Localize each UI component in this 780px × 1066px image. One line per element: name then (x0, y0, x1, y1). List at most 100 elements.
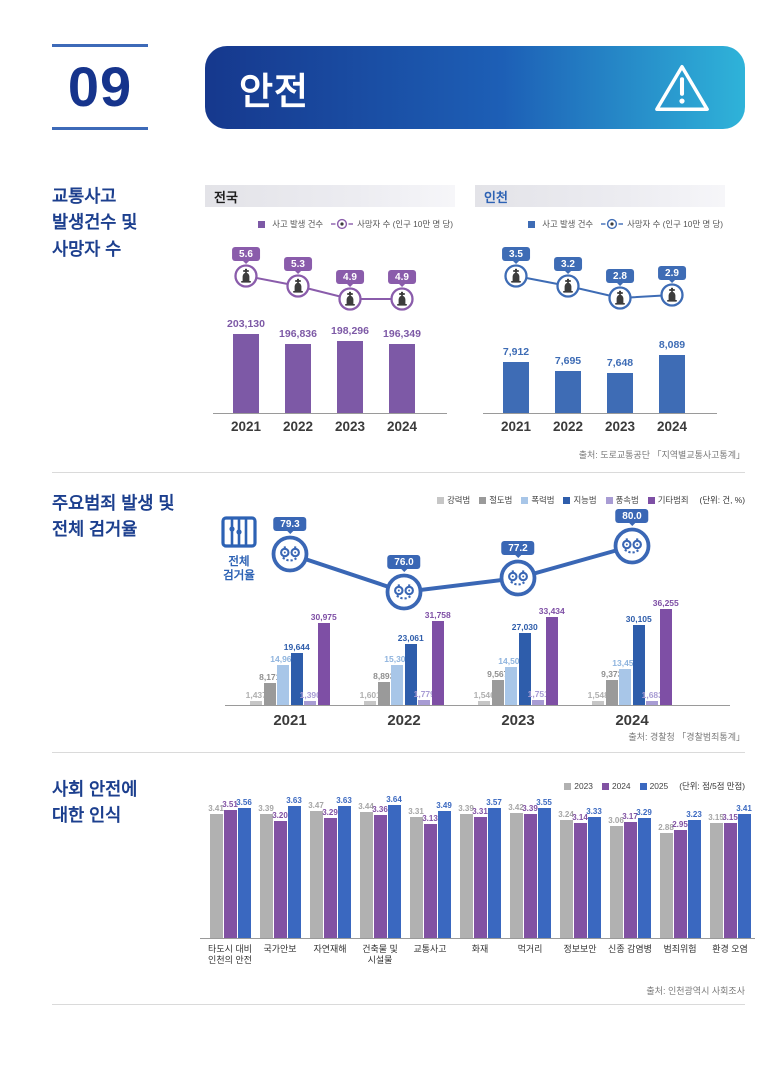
legend-item: 2025 (639, 781, 668, 791)
bar-value-label: 3.06 (608, 816, 624, 826)
bar (423, 823, 437, 938)
bar-value-label: 15,305 (384, 653, 411, 664)
line-marker (271, 535, 309, 573)
title-line: 사망자 수 (52, 238, 122, 259)
legend-label: 2024 (611, 781, 631, 791)
chart-perception: 3.41 3.51 3.56 타도시 대비 인천의 안전 3.39 3.20 3.63 국가안보… (195, 790, 765, 1000)
bar (659, 355, 685, 413)
page-title: 안전 (239, 70, 310, 112)
legend-label: 절도범 (489, 495, 513, 505)
year-label: 2022 (282, 419, 314, 434)
category-label-line: 정보보안 (563, 944, 597, 954)
line-marker (499, 559, 537, 597)
bar-value-label: 3.15 (722, 813, 738, 822)
handcuffs-icon (280, 546, 300, 562)
category-label-line: 국가안보 (263, 944, 297, 954)
bar (263, 683, 276, 705)
legend-item: 기타범죄 (647, 494, 689, 506)
bar-value-label: 3.31 (472, 807, 488, 817)
x-axis (200, 938, 755, 939)
bar (304, 701, 317, 705)
chart-traffic-national: 전국 사고 발생 건수 사망자 수 (인구 10만 명 당) 203,130 202… (205, 185, 455, 447)
line-marker (660, 283, 684, 307)
line-value-badge: 76.0 (387, 555, 421, 569)
category-label-line: 환경 오염 (712, 944, 748, 954)
bar-value-label: 3.57 (486, 797, 502, 807)
year-label: 2021 (273, 712, 307, 729)
crime-legend: 강력범 절도범 폭력범 지능범 풍속범 기타범죄 (단위: 건, %) (437, 494, 745, 506)
line-value-badge: 79.3 (273, 517, 307, 531)
category-label-line: 시설물 (367, 955, 393, 966)
line-value-badge: 77.2 (501, 541, 535, 555)
category-label: 타도시 대비 인천의 안전 (203, 944, 257, 967)
title-line: 사회 안전에 (52, 779, 138, 799)
bar (287, 805, 301, 938)
legend-swatch (563, 496, 571, 504)
category-label: 건축물 및 시설물 (353, 944, 407, 967)
bar (259, 814, 273, 938)
line-value-badge: 3.5 (502, 247, 530, 261)
bar-value-label: 3.33 (586, 806, 602, 816)
bar-value-label: 9,567 (487, 668, 509, 679)
bar (404, 643, 417, 705)
chart-title: 인천 (484, 189, 508, 205)
bar-value-label: 14,503 (498, 655, 525, 666)
decorative-line-top (52, 44, 148, 47)
bar (418, 700, 431, 705)
bar (592, 700, 605, 705)
line-marker (504, 264, 528, 288)
tombstone-icon (241, 268, 251, 283)
legend-label-accidents: 사고 발생 건수 (272, 219, 324, 229)
bar (532, 700, 545, 705)
bar-value-label: 1,779 (413, 689, 435, 700)
line-marker (390, 287, 414, 311)
chart-title: 전국 (214, 189, 238, 205)
bar (250, 701, 263, 705)
bar-value-label: 3.20 (272, 811, 288, 821)
bar-value-label: 3.39 (258, 804, 274, 814)
bar (209, 813, 223, 938)
bar (632, 625, 645, 705)
prison-bars-icon (221, 516, 257, 548)
legend-item: 지능범 (563, 494, 597, 506)
line-value-badge: 4.9 (336, 270, 364, 284)
bar (459, 814, 473, 938)
legend-swatch-accidents (528, 220, 536, 228)
category-label-line: 인천의 안전 (208, 955, 252, 966)
tombstone-icon (345, 291, 355, 306)
bar (273, 821, 287, 938)
bar (607, 373, 633, 413)
bar (559, 819, 573, 938)
bar-value-label: 3.13 (422, 813, 438, 823)
category-label: 정보보안 (553, 944, 607, 955)
line-value-badge: 2.9 (658, 266, 686, 280)
bar-value-label: 36,255 (652, 598, 679, 608)
section-divider (52, 472, 745, 473)
bar-value-label: 3.47 (308, 801, 324, 811)
bar (377, 681, 390, 705)
legend-item: 절도범 (479, 494, 512, 506)
bar-value-label: 3.17 (622, 812, 638, 822)
tombstone-icon (667, 287, 677, 302)
bar-value-label: 7,695 (554, 355, 582, 367)
line-marker (385, 573, 423, 611)
bar-value-label: 3.24 (558, 809, 574, 819)
chart-traffic-incheon: 인천 사고 발생 건수 사망자 수 (인구 10만 명 당) 7,912 2021 7… (475, 185, 725, 447)
category-label-line: 범죄위험 (663, 944, 697, 954)
bar (573, 823, 587, 938)
bar-value-label: 3.39 (458, 804, 474, 814)
handcuffs-icon (508, 570, 528, 586)
category-label: 환경 오염 (703, 944, 757, 955)
bar (373, 815, 387, 938)
category-label-line: 신종 감염병 (608, 944, 652, 954)
legend-item: 폭력범 (521, 494, 554, 506)
bar (518, 633, 531, 705)
x-axis (483, 413, 717, 414)
legend-unit: (단위: 건, %) (699, 495, 745, 505)
line-marker (338, 287, 362, 311)
section-title-perception: 사회 안전에 대한 인식 (52, 776, 137, 829)
handcuffs-icon (394, 584, 414, 600)
bar-value-label: 1,437 (245, 690, 267, 701)
bar-value-label: 3.44 (358, 802, 374, 812)
